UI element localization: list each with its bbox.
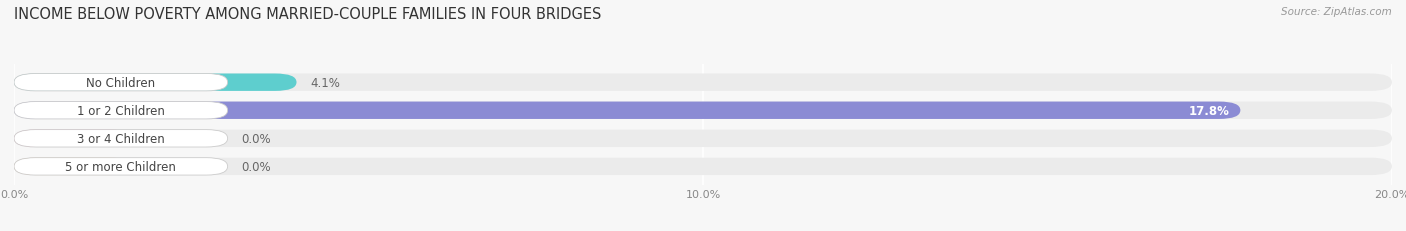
FancyBboxPatch shape xyxy=(14,102,1392,119)
Text: INCOME BELOW POVERTY AMONG MARRIED-COUPLE FAMILIES IN FOUR BRIDGES: INCOME BELOW POVERTY AMONG MARRIED-COUPL… xyxy=(14,7,602,22)
Text: 17.8%: 17.8% xyxy=(1189,104,1230,117)
Text: No Children: No Children xyxy=(86,76,156,89)
FancyBboxPatch shape xyxy=(14,130,1392,147)
FancyBboxPatch shape xyxy=(14,74,297,91)
FancyBboxPatch shape xyxy=(14,74,228,91)
Text: 1 or 2 Children: 1 or 2 Children xyxy=(77,104,165,117)
FancyBboxPatch shape xyxy=(14,158,132,175)
Text: 0.0%: 0.0% xyxy=(242,160,271,173)
Text: 3 or 4 Children: 3 or 4 Children xyxy=(77,132,165,145)
Text: 0.0%: 0.0% xyxy=(242,132,271,145)
FancyBboxPatch shape xyxy=(14,130,132,147)
FancyBboxPatch shape xyxy=(14,102,228,119)
FancyBboxPatch shape xyxy=(14,74,1392,91)
FancyBboxPatch shape xyxy=(14,158,228,175)
FancyBboxPatch shape xyxy=(14,130,228,147)
FancyBboxPatch shape xyxy=(14,158,1392,175)
FancyBboxPatch shape xyxy=(14,102,1240,119)
Text: 5 or more Children: 5 or more Children xyxy=(66,160,176,173)
Text: 4.1%: 4.1% xyxy=(311,76,340,89)
Text: Source: ZipAtlas.com: Source: ZipAtlas.com xyxy=(1281,7,1392,17)
